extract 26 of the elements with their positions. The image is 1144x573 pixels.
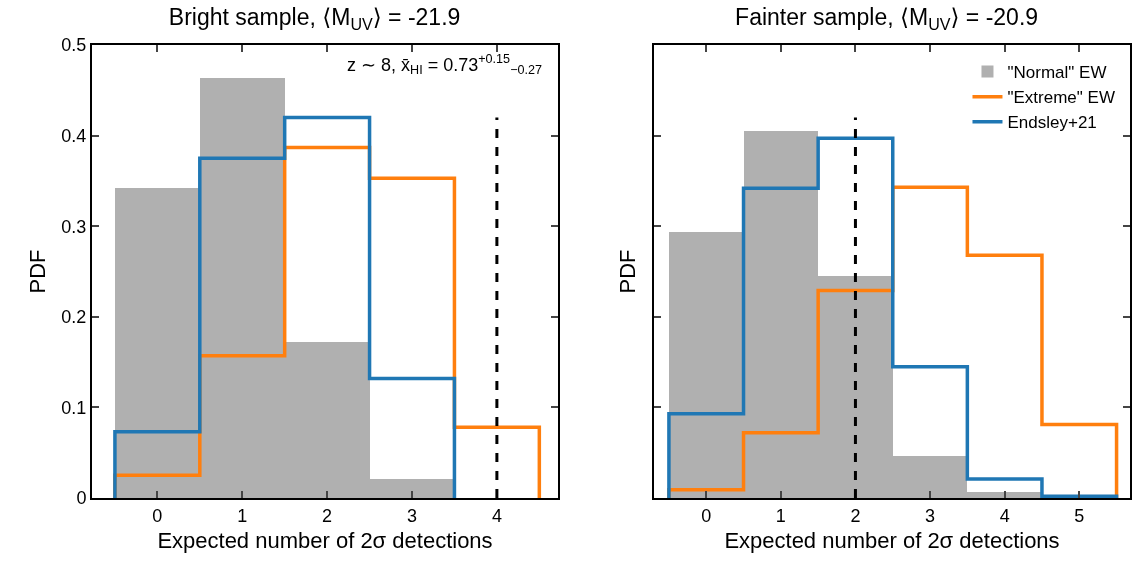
y-axis-title: PDF — [615, 249, 641, 294]
chart-title: Fainter sample, ⟨M$_{UV}$⟩ = -20.9 — [735, 3, 1039, 33]
x-axis-title: Expected number of 2σ detections — [157, 528, 493, 553]
x-tick-label: 3 — [406, 505, 418, 526]
x-tick-label: 0 — [701, 505, 712, 526]
x-tick-label: 2 — [322, 505, 333, 526]
x-tick-label: 4 — [999, 505, 1010, 526]
y-tick-label: 0 — [76, 488, 87, 509]
x-tick-label: 1 — [237, 505, 248, 526]
x-tick-label: 2 — [850, 505, 861, 526]
y-tick-label: 0.4 — [61, 125, 87, 146]
x-tick-label: 5 — [1074, 505, 1085, 526]
x-tick-label: 1 — [775, 505, 786, 526]
chart-title: Bright sample, ⟨M$_{UV}$⟩ = -21.9 — [168, 3, 461, 33]
y-axis-title: PDF — [24, 249, 50, 294]
x-tick-label: 0 — [152, 505, 163, 526]
legend-label: "Normal" EW — [1007, 63, 1107, 83]
y-tick-label: 0.3 — [61, 216, 87, 237]
x-tick-label: 3 — [925, 505, 936, 526]
legend-label: Endsley+21 — [1007, 113, 1097, 133]
y-tick-label: 0.5 — [61, 35, 87, 56]
x-tick-label: 4 — [491, 505, 502, 526]
y-tick-label: 0.2 — [61, 307, 87, 328]
y-tick-label: 0.1 — [61, 397, 87, 418]
legend-label: "Extreme" EW — [1007, 88, 1115, 108]
x-axis-title: Expected number of 2σ detections — [724, 528, 1060, 553]
